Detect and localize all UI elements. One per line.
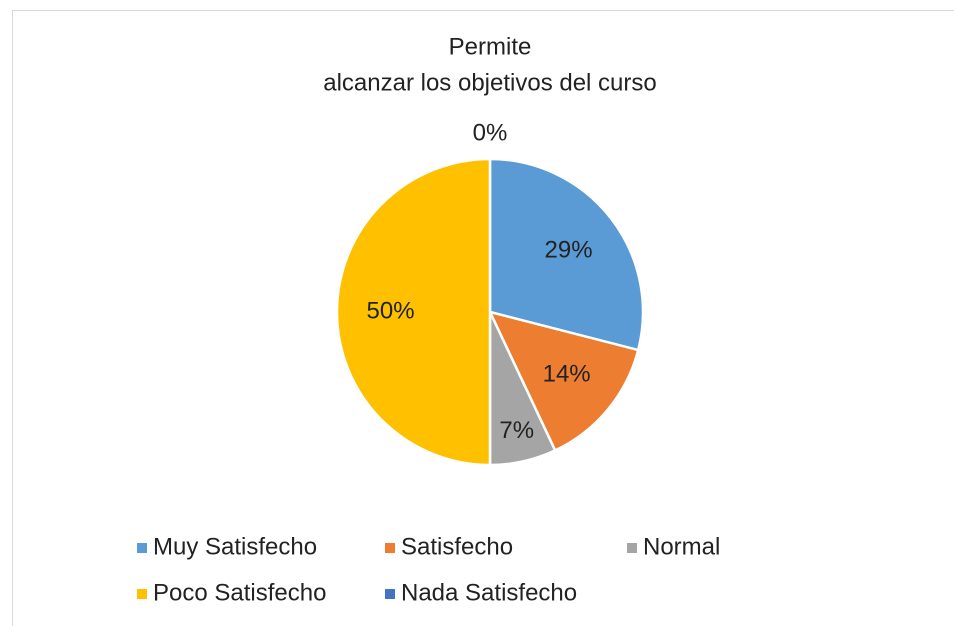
chart-title: Permite <box>449 33 532 60</box>
legend-label: Muy Satisfecho <box>153 533 317 560</box>
legend-swatch <box>385 543 395 553</box>
data-label: 29% <box>545 236 593 263</box>
chart-title: alcanzar los objetivos del curso <box>323 69 657 96</box>
legend-swatch <box>137 543 147 553</box>
data-label: 50% <box>367 297 415 324</box>
legend-swatch <box>137 589 147 599</box>
legend-label: Normal <box>643 533 720 560</box>
pie-slice <box>488 157 645 352</box>
legend-label: Satisfecho <box>401 533 513 560</box>
legend-label: Poco Satisfecho <box>153 579 326 606</box>
data-label: 0% <box>473 119 508 146</box>
legend-swatch <box>385 589 395 599</box>
pie-slice <box>487 310 640 453</box>
data-label: 7% <box>499 417 534 444</box>
legend-swatch <box>627 543 637 553</box>
data-label: 14% <box>543 361 591 388</box>
legend-label: Nada Satisfecho <box>401 579 577 606</box>
pie-slice <box>335 157 492 467</box>
